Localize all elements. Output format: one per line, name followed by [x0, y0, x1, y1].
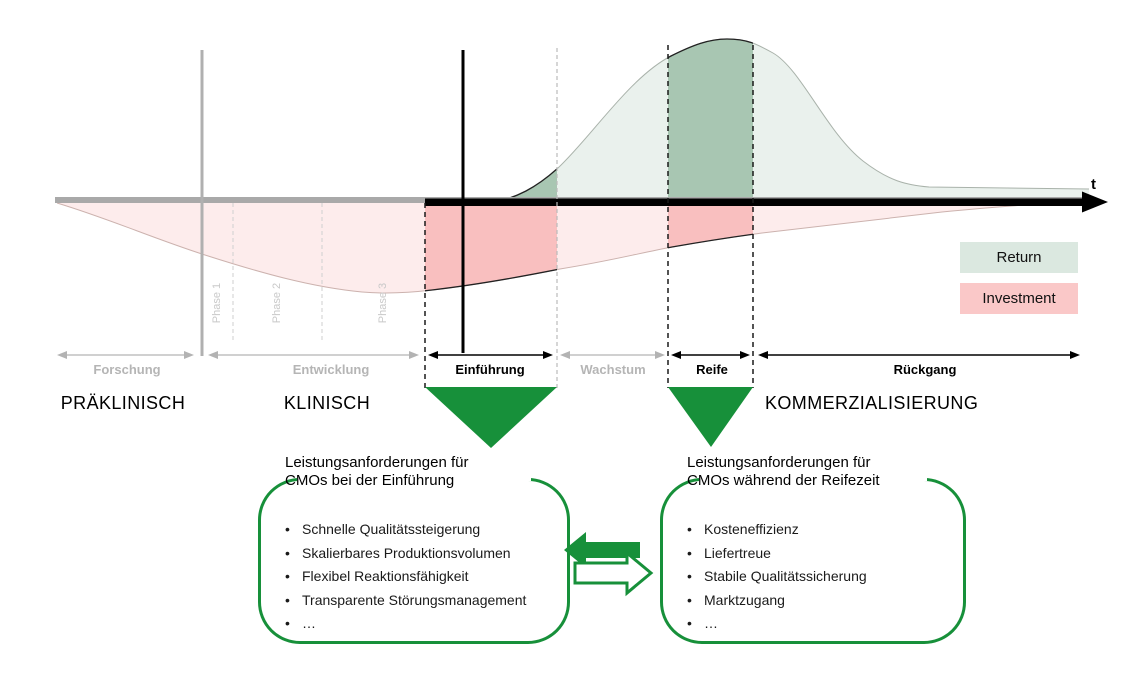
- callout-top-gap: [699, 478, 927, 481]
- callout-reife-title: Leistungsanforderungen für CMOs während …: [687, 454, 880, 489]
- timeline-arrow-forschung: [57, 351, 194, 359]
- timeline-label-entwicklung: Entwicklung: [292, 362, 370, 377]
- callout-einfuehrung-list: Schnelle Qualitätssteigerung Skalierbare…: [261, 481, 567, 636]
- exchange-arrows-icon: [564, 532, 654, 597]
- callout-pointer-reife: [668, 387, 753, 447]
- callout-title-line1: Leistungsanforderungen für: [687, 454, 871, 471]
- legend-investment-label: Investment: [982, 290, 1056, 307]
- list-item: Kosteneffizienz: [687, 518, 955, 542]
- timeline-label-einfuehrung: Einführung: [455, 362, 525, 377]
- timeline-label-forschung: Forschung: [93, 362, 161, 377]
- list-item: Schnelle Qualitätssteigerung: [285, 518, 559, 542]
- phase-2-label: Phase 2: [271, 282, 283, 324]
- timeline-arrow-wachstum: [560, 351, 665, 359]
- callout-pointer-einfuehrung: [425, 387, 557, 448]
- stage-label-klinisch: KLINISCH: [283, 393, 371, 413]
- timeline-arrow-reife: [671, 351, 750, 359]
- list-item: …: [285, 612, 559, 636]
- stage-label-kommerzialisierung: KOMMERZIALISIERUNG: [765, 393, 979, 413]
- legend-return-label: Return: [996, 249, 1042, 266]
- callout-title-line2: CMOs bei der Einführung: [285, 471, 455, 489]
- list-item: Marktzugang: [687, 589, 955, 613]
- list-item: Stabile Qualitätssicherung: [687, 565, 955, 589]
- timeline-label-rueckgang: Rückgang: [893, 362, 957, 377]
- timeline-arrow-rueckgang: [758, 351, 1080, 359]
- legend-investment: Investment: [960, 283, 1078, 314]
- list-item: Transparente Störungsmanagement: [285, 589, 559, 613]
- callout-einfuehrung-title: Leistungsanforderungen für CMOs bei der …: [285, 454, 468, 489]
- phase-3-label: Phase 3: [377, 282, 389, 324]
- timeline-arrow-einfuehrung: [428, 351, 553, 359]
- investment-curve-outline: [56, 202, 1071, 294]
- callout-reife: Leistungsanforderungen für CMOs während …: [660, 454, 966, 644]
- list-item: Flexibel Reaktionsfähigkeit: [285, 565, 559, 589]
- timeline-arrow-entwicklung: [208, 351, 419, 359]
- legend-return: Return: [960, 242, 1078, 273]
- callout-top-gap: [297, 478, 531, 481]
- callout-reife-list: Kosteneffizienz Liefertreue Stabile Qual…: [663, 481, 963, 636]
- stage-label-praeklinisch: PRÄKLINISCH: [60, 393, 186, 413]
- timeline-label-reife: Reife: [696, 362, 728, 377]
- list-item: Skalierbares Produktionsvolumen: [285, 542, 559, 566]
- return-area: [489, 39, 1089, 203]
- phase-1-label: Phase 1: [211, 282, 223, 324]
- callout-title-line1: Leistungsanforderungen für: [285, 454, 469, 471]
- time-axis-arrowhead: [1082, 191, 1108, 213]
- list-item: Liefertreue: [687, 542, 955, 566]
- list-item: …: [687, 612, 955, 636]
- investment-area: [57, 203, 1070, 294]
- timeline-label-wachstum: Wachstum: [580, 362, 646, 377]
- callout-title-line2: CMOs während der Reifezeit: [687, 471, 880, 489]
- t-axis-label: t: [1091, 176, 1096, 193]
- callout-einfuehrung: Leistungsanforderungen für CMOs bei der …: [258, 454, 570, 644]
